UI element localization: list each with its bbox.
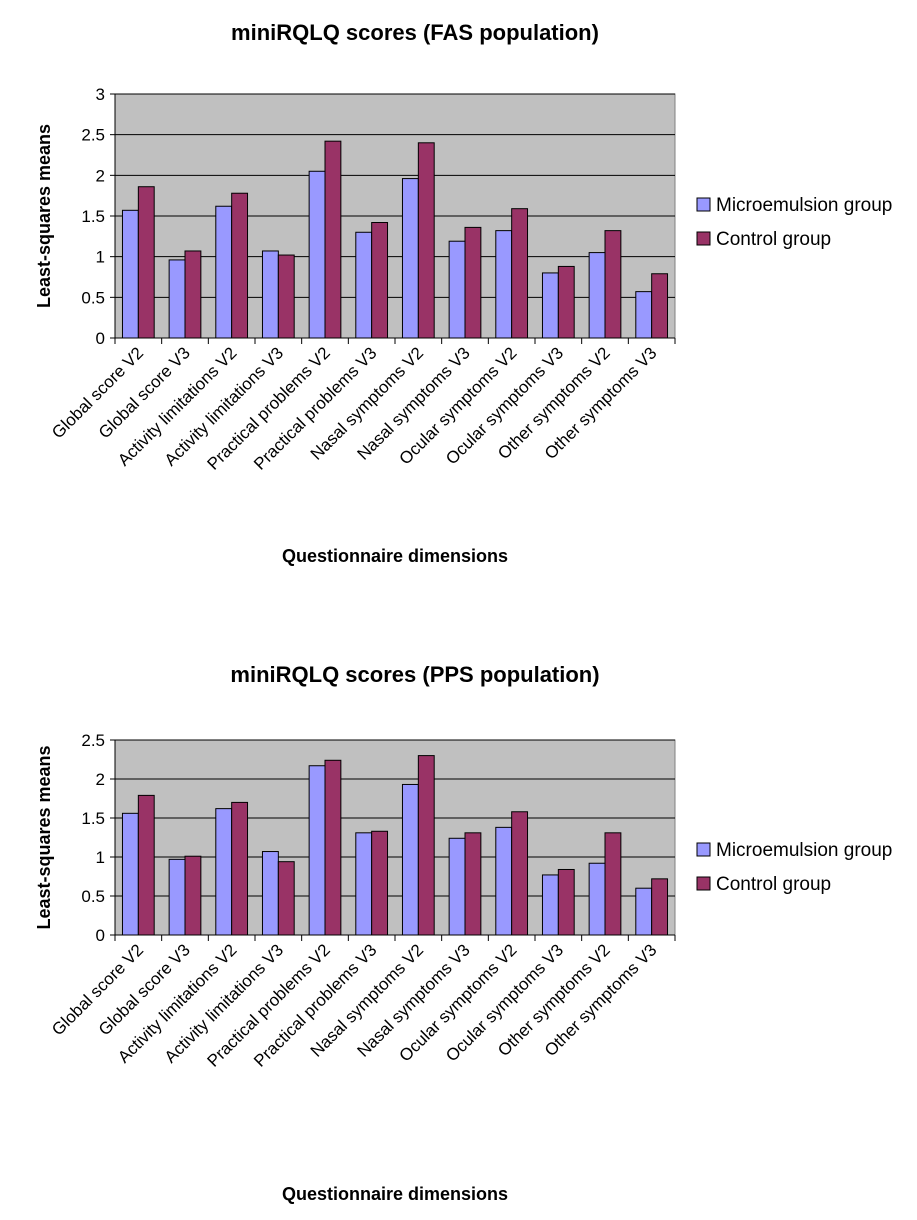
bar-microemulsion [401, 783, 419, 936]
legend-swatch [696, 876, 711, 891]
bar-microemulsion [121, 812, 139, 936]
bar-microemulsion [448, 240, 466, 339]
bar-control [464, 226, 482, 339]
y-tick-label: 1 [96, 848, 105, 867]
bar-microemulsion [448, 837, 466, 936]
bar-control [324, 140, 342, 339]
bar-control [651, 273, 669, 339]
y-tick-label: 0.5 [81, 887, 105, 906]
legend-label: Control group [716, 229, 831, 250]
legend-swatch [696, 197, 711, 212]
chart-title: miniRQLQ scores (PPS population) [230, 662, 599, 687]
y-tick-label: 1.5 [81, 809, 105, 828]
bar-control [464, 832, 482, 936]
plot-area [114, 739, 676, 936]
bar-microemulsion [635, 887, 653, 936]
legend-swatch [696, 842, 711, 857]
y-axis-label: Least-squares means [34, 745, 54, 929]
bar-control [371, 222, 389, 339]
bar-control [137, 794, 155, 936]
bar-microemulsion [168, 858, 186, 936]
bar-microemulsion [495, 230, 513, 339]
bar-control [231, 192, 249, 339]
y-tick-label: 3 [96, 85, 105, 104]
bar-control [557, 868, 575, 936]
bar-control [371, 830, 389, 936]
bar-microemulsion [215, 808, 233, 936]
bar-microemulsion [401, 178, 419, 339]
bar-microemulsion [121, 209, 139, 339]
y-tick-label: 2.5 [81, 731, 105, 750]
chart-title: miniRQLQ scores (FAS population) [231, 20, 599, 45]
y-tick-label: 2 [96, 770, 105, 789]
y-tick-label: 1.5 [81, 207, 105, 226]
bar-microemulsion [215, 205, 233, 339]
bar-microemulsion [168, 259, 186, 339]
bar-microemulsion [635, 291, 653, 339]
bar-control [557, 265, 575, 339]
y-tick-label: 0.5 [81, 288, 105, 307]
y-axis-label: Least-squares means [34, 124, 54, 308]
bar-microemulsion [261, 250, 279, 339]
bar-control [511, 811, 529, 936]
pps-chart: miniRQLQ scores (PPS population) 0 0.5 1 1.5… [34, 662, 892, 1204]
fas-chart: miniRQLQ scores (FAS population) 0 0.5 1 1.5… [34, 20, 892, 566]
bar-control [417, 755, 435, 936]
bar-control [184, 250, 202, 339]
bar-control [231, 801, 249, 936]
bar-microemulsion [261, 851, 279, 936]
bar-control [324, 759, 342, 936]
y-tick-label: 1 [96, 248, 105, 267]
legend-label: Microemulsion group [716, 840, 892, 861]
x-axis-label: Questionnaire dimensions [282, 1184, 508, 1204]
y-tick-label: 0 [96, 926, 105, 945]
bar-microemulsion [495, 826, 513, 936]
bar-microemulsion [541, 272, 559, 339]
x-axis-label: Questionnaire dimensions [282, 546, 508, 566]
fas-chart-panel: miniRQLQ scores (FAS population) 0 0.5 1 1.5… [0, 0, 917, 590]
bar-control [277, 254, 295, 339]
bar-microemulsion [308, 765, 326, 936]
legend-swatch [696, 231, 711, 246]
bar-control [604, 832, 622, 936]
bar-control [184, 855, 202, 936]
bar-control [417, 142, 435, 339]
legend-label: Microemulsion group [716, 195, 892, 216]
bar-microemulsion [588, 252, 606, 339]
y-tick-label: 0 [96, 329, 105, 348]
bar-microemulsion [308, 170, 326, 339]
bar-microemulsion [541, 874, 559, 936]
bar-control [137, 186, 155, 339]
y-tick-label: 2.5 [81, 126, 105, 145]
bar-control [511, 208, 529, 339]
bar-control [277, 861, 295, 936]
bar-control [651, 878, 669, 936]
y-tick-label: 2 [96, 166, 105, 185]
bar-microemulsion [355, 231, 373, 339]
legend-label: Control group [716, 874, 831, 895]
bar-microemulsion [355, 832, 373, 936]
bar-microemulsion [588, 862, 606, 936]
bar-control [604, 230, 622, 339]
pps-chart-panel: miniRQLQ scores (PPS population) 0 0.5 1 1.5… [0, 640, 917, 1215]
